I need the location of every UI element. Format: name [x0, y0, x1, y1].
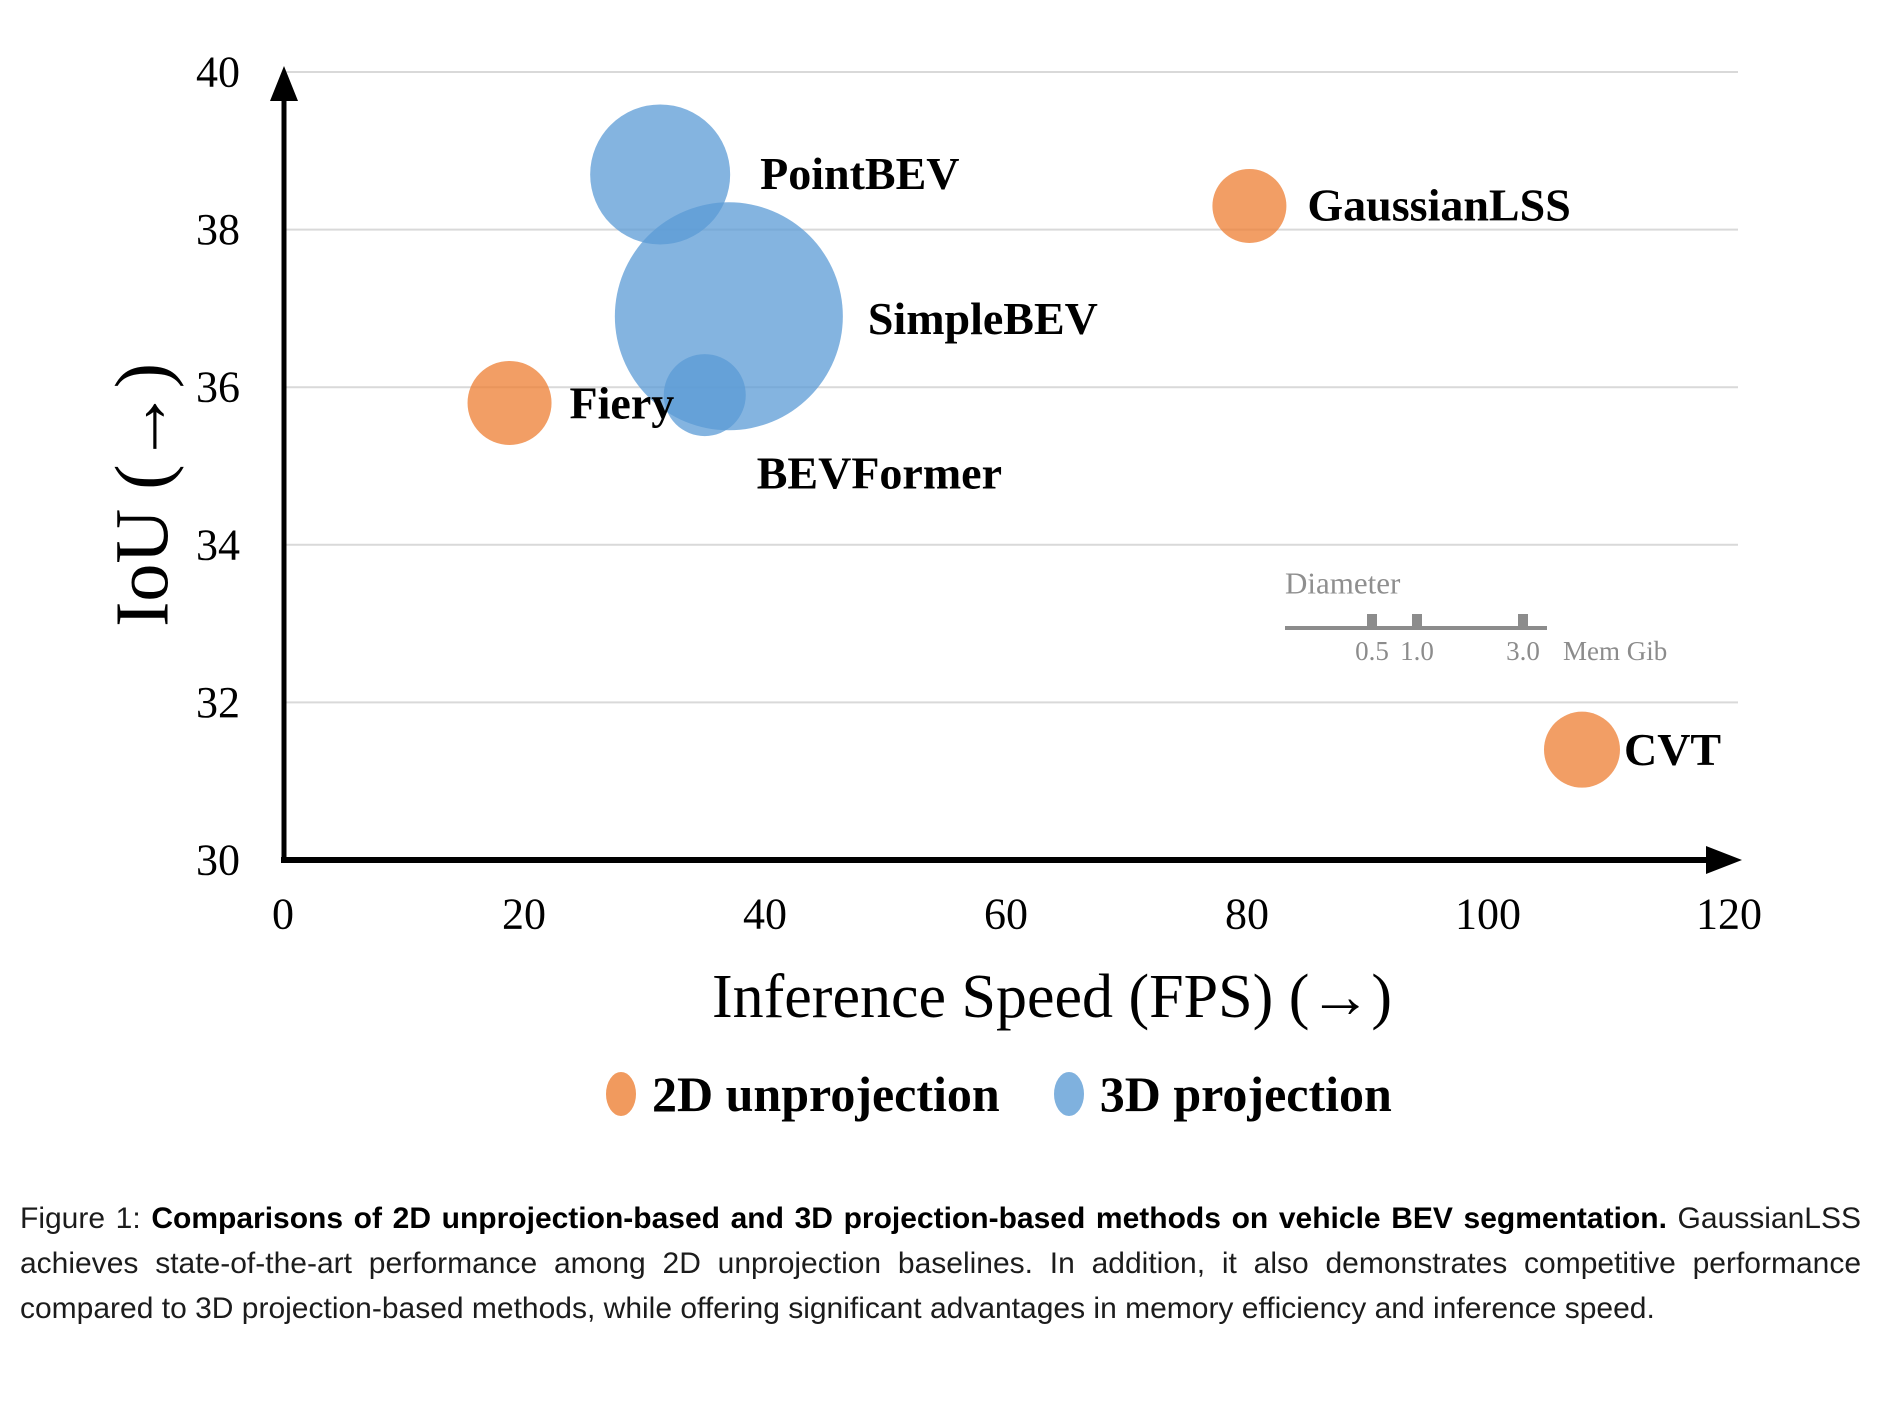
bubble-bevformer — [663, 354, 746, 437]
legend-label: 2D unprojection — [652, 1066, 1000, 1122]
x-tick-label-120: 120 — [1696, 890, 1762, 939]
x-axis-arrowhead — [1706, 846, 1742, 874]
legend-dot-icon — [1053, 1072, 1084, 1116]
size-legend-tick-mark-3.0 — [1518, 614, 1528, 627]
y-axis-arrowhead — [270, 66, 298, 101]
size-legend-tick-label-1.0: 1.0 — [1400, 636, 1434, 666]
figure-caption: Figure 1: Comparisons of 2D unprojection… — [20, 1196, 1861, 1331]
x-tick-label-60: 60 — [984, 890, 1028, 939]
x-tick-label-80: 80 — [1225, 890, 1269, 939]
y-tick-label-36: 36 — [196, 363, 240, 412]
bubble-label-fiery: Fiery — [570, 377, 675, 428]
bubble-label-simplebev: SimpleBEV — [868, 293, 1098, 344]
size-legend-tick-mark-1.0 — [1412, 614, 1422, 627]
bubble-fiery — [467, 360, 552, 445]
y-tick-label-30: 30 — [196, 836, 240, 885]
x-tick-label-0: 0 — [272, 890, 294, 939]
bubble-chart: Fiery GaussianLSS CVT PointBEV SimpleBEV BEVF… — [196, 48, 1762, 939]
bubble-label-pointbev: PointBEV — [760, 148, 959, 199]
y-tick-label-38: 38 — [196, 205, 240, 254]
y-tick-label-34: 34 — [196, 520, 240, 569]
bubble-label-cvt: CVT — [1624, 724, 1721, 775]
size-legend-title: Diameter — [1285, 566, 1401, 601]
legend-label: 3D projection — [1099, 1066, 1392, 1122]
x-tick-label-100: 100 — [1455, 890, 1521, 939]
y-tick-label-32: 32 — [196, 678, 240, 727]
caption-bold-title: Comparisons of 2D unprojection-based and… — [151, 1202, 1667, 1235]
bubble-label-gaussianlss: GaussianLSS — [1307, 179, 1570, 230]
size-legend-tick-mark-0.5 — [1367, 614, 1377, 627]
y-axis-title: IoU (→) — [100, 363, 185, 627]
bubble-gaussianlss — [1212, 168, 1287, 243]
size-legend-tick-label-0.5: 0.5 — [1355, 636, 1389, 666]
caption-figure-number: Figure 1: — [20, 1202, 152, 1235]
legend-item-3d-projection: 3D projection — [1053, 1065, 1392, 1123]
bubble-label-bevformer: BEVFormer — [757, 448, 1002, 499]
legend-dot-icon — [606, 1072, 636, 1116]
x-tick-label-20: 20 — [502, 890, 546, 939]
legend-item-2d-unprojection: 2D unprojection — [606, 1065, 1000, 1123]
y-tick-label-40: 40 — [196, 48, 240, 97]
size-legend-tick-label-3.0: 3.0 — [1506, 636, 1540, 666]
x-axis-title: Inference Speed (FPS) (→) — [712, 963, 1393, 1031]
x-tick-label-40: 40 — [743, 890, 787, 939]
chart-legend: 2D unprojection 3D projection — [606, 1056, 1392, 1132]
size-legend-unit-label: Mem Gib — [1563, 636, 1667, 666]
caption-body-text: GaussianLSS achieves state-of-the-art pe… — [20, 1202, 1862, 1325]
bubble-cvt — [1543, 711, 1620, 788]
